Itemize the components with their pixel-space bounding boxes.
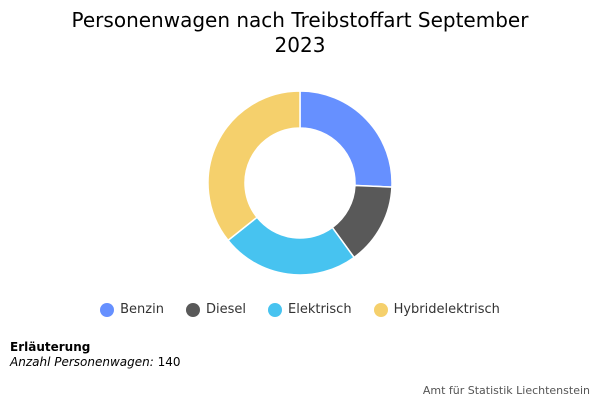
legend-label: Hybridelektrisch [393, 302, 500, 317]
donut-slice-hybridelektrisch[interactable] [207, 90, 301, 242]
chart-title: Personenwagen nach Treibstoffart Septemb… [40, 8, 560, 58]
explanation-value: 140 [157, 355, 181, 369]
chart-title-line-1: Personenwagen nach Treibstoffart Septemb… [71, 8, 529, 32]
explanation-heading: Erläuterung [10, 340, 91, 354]
legend-item-diesel[interactable]: Diesel [185, 302, 246, 317]
legend-item-hybridelektrisch[interactable]: Hybridelektrisch [373, 302, 500, 317]
donut-chart [207, 90, 393, 276]
legend-dot-icon [100, 302, 115, 317]
donut-slice-benzin[interactable] [299, 90, 393, 188]
legend-dot-icon [373, 302, 388, 317]
legend-item-elektrisch[interactable]: Elektrisch [268, 302, 352, 317]
legend-label: Elektrisch [288, 302, 352, 317]
legend-dot-icon [185, 302, 200, 317]
source-credit: Amt für Statistik Liechtenstein [422, 384, 590, 397]
legend-item-benzin[interactable]: Benzin [100, 302, 164, 317]
explanation-key: Anzahl Personenwagen: [10, 355, 154, 369]
chart-legend: Benzin Diesel Elektrisch Hybridelektrisch [0, 302, 600, 317]
legend-dot-icon [268, 302, 282, 317]
chart-title-line-2: 2023 [274, 33, 326, 57]
explanation-note: Erläuterung Anzahl Personenwagen: 140 [10, 340, 181, 370]
legend-label: Diesel [205, 302, 246, 317]
legend-label: Benzin [120, 302, 164, 317]
explanation-line: Anzahl Personenwagen: 140 [10, 355, 181, 370]
